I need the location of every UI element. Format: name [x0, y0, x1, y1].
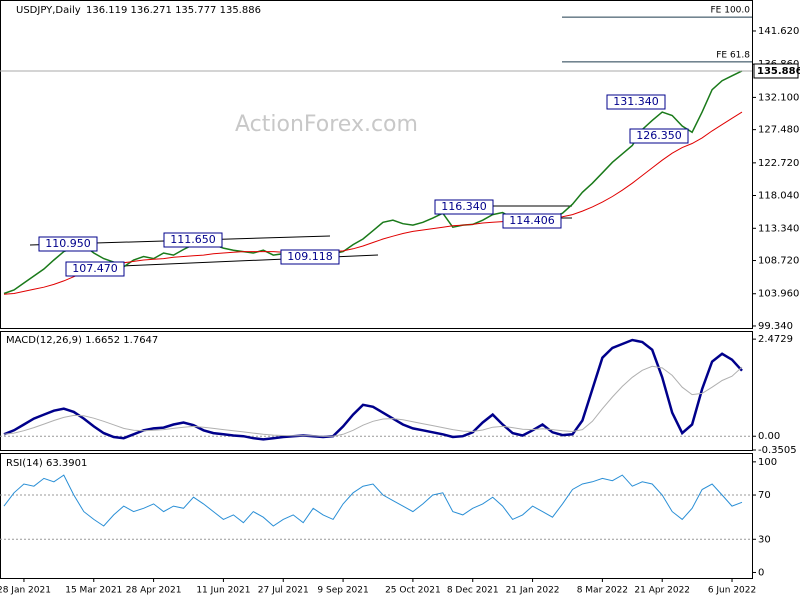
annotation-box	[280, 249, 340, 265]
y-tick-label: 2.4729	[758, 334, 793, 345]
y-tick-label: 108.720	[758, 256, 799, 267]
annotation: 116.340	[441, 200, 487, 213]
y-tick-label: 113.340	[758, 223, 799, 234]
level-label: FE 100.0	[711, 6, 751, 16]
y-tick-label: 122.720	[758, 158, 799, 169]
watermark: ActionForex.com	[235, 112, 418, 137]
series-line	[3, 365, 743, 437]
y-tick-label: 99.340	[758, 321, 793, 332]
x-tick-label: 28 Jan 2021	[0, 586, 51, 596]
x-tick-label: 11 Jun 2021	[196, 586, 250, 596]
annotation-box	[434, 199, 494, 215]
x-tick-label: 21 Jan 2022	[506, 586, 560, 596]
x-tick-label: 28 Apr 2021	[126, 586, 182, 596]
y-tick-label: 118.040	[758, 191, 799, 202]
series-line	[3, 474, 743, 527]
x-tick-label: 21 Apr 2022	[634, 586, 690, 596]
y-tick-label: 70	[758, 490, 771, 501]
x-tick-label: 15 Mar 2021	[65, 586, 122, 596]
panel-title: MACD(12,26,9) 1.6652 1.7647	[6, 335, 158, 346]
annotation: 107.470	[72, 262, 118, 275]
annotation: 114.406	[509, 214, 555, 227]
annotation: 131.340	[613, 95, 659, 108]
y-tick-label: 103.960	[758, 289, 799, 300]
panel-title: RSI(14) 63.3901	[6, 458, 87, 469]
panel-frame	[0, 0, 753, 329]
y-tick-label: 100	[758, 457, 777, 468]
level-label: FE 61.8	[716, 50, 750, 60]
chart-title: USDJPY,Daily	[16, 5, 81, 16]
y-tick-label: 0.00	[758, 431, 780, 442]
y-tick-label: 30	[758, 534, 771, 545]
annotation: 110.950	[45, 237, 91, 250]
panel-frame	[0, 331, 753, 451]
y-tick-label: 127.480	[758, 125, 799, 136]
annotation-box	[38, 236, 98, 252]
x-tick-label: 25 Oct 2021	[385, 586, 441, 596]
x-tick-label: 27 Jul 2021	[258, 586, 309, 596]
y-tick-label: 0	[758, 567, 764, 578]
y-tick-label: 132.100	[758, 92, 799, 103]
annotation-box	[606, 94, 666, 110]
x-tick-label: 6 Jun 2022	[708, 586, 756, 596]
series-line	[3, 111, 743, 295]
x-tick-label: 8 Dec 2021	[447, 586, 499, 596]
chart-subtitle: 136.119 136.271 135.777 135.886	[86, 5, 261, 16]
series-line	[3, 338, 743, 441]
annotation: 109.118	[287, 250, 333, 263]
annotation-box	[502, 213, 562, 229]
annotation: 126.350	[636, 129, 682, 142]
last-price-label: 135.886	[757, 66, 800, 77]
y-tick-label: -0.3505	[758, 445, 797, 456]
annotation-box	[65, 261, 125, 277]
annotation: 111.650	[170, 233, 216, 246]
x-tick-label: 8 Mar 2022	[577, 586, 628, 596]
panel-frame	[0, 453, 753, 579]
last-price-box	[753, 63, 799, 79]
x-tick-label: 9 Sep 2021	[317, 586, 368, 596]
annotation-box	[163, 232, 223, 248]
y-tick-label: 141.620	[758, 26, 799, 37]
annotation-box	[629, 128, 689, 144]
series-line	[3, 70, 743, 295]
